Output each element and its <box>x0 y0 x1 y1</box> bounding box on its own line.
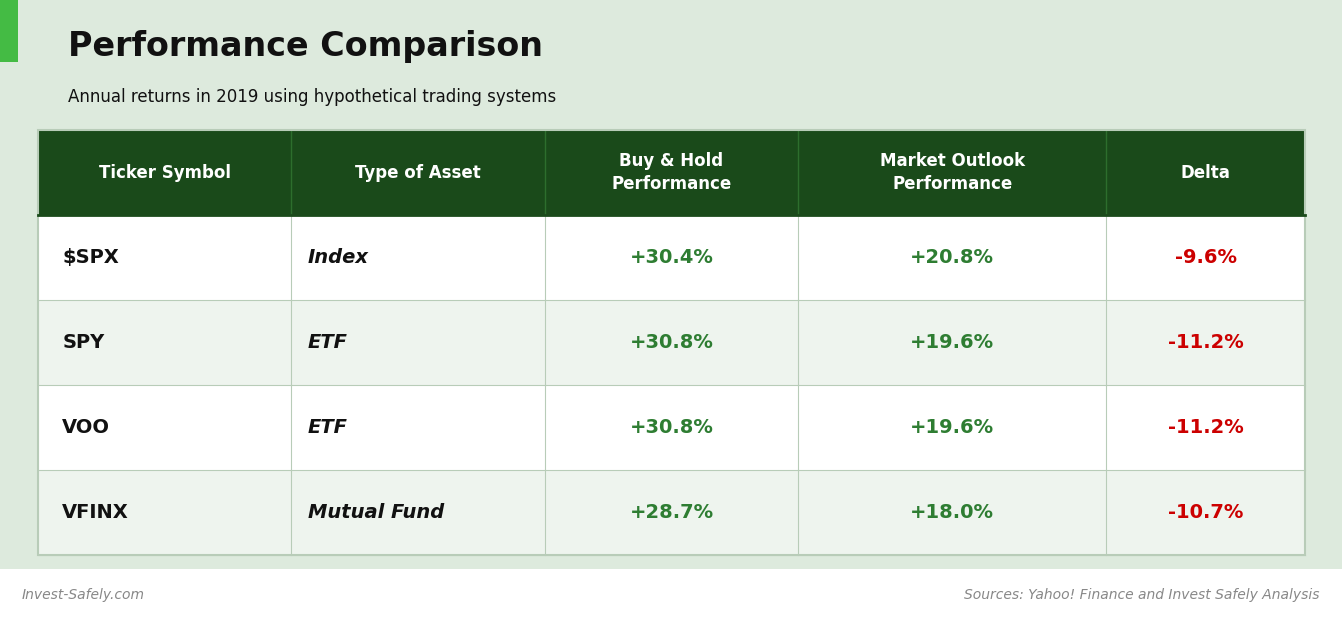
Text: +30.4%: +30.4% <box>629 248 714 267</box>
Text: Type of Asset: Type of Asset <box>356 163 480 181</box>
Bar <box>38 385 1304 470</box>
Bar <box>545 130 798 215</box>
Text: SPY: SPY <box>62 333 105 352</box>
Text: Market Outlook
Performance: Market Outlook Performance <box>880 152 1025 193</box>
Text: -9.6%: -9.6% <box>1174 248 1237 267</box>
Text: Ticker Symbol: Ticker Symbol <box>99 163 231 181</box>
Text: VOO: VOO <box>62 418 110 437</box>
Text: Performance Comparison: Performance Comparison <box>68 30 544 63</box>
Text: Annual returns in 2019 using hypothetical trading systems: Annual returns in 2019 using hypothetica… <box>68 88 556 106</box>
Text: +19.6%: +19.6% <box>910 333 994 352</box>
Text: +20.8%: +20.8% <box>910 248 994 267</box>
Text: -10.7%: -10.7% <box>1168 503 1244 522</box>
Bar <box>38 470 1304 555</box>
Bar <box>38 130 291 215</box>
Text: Mutual Fund: Mutual Fund <box>307 503 444 522</box>
Text: +28.7%: +28.7% <box>629 503 714 522</box>
Bar <box>798 130 1106 215</box>
Bar <box>38 215 1304 300</box>
Text: -11.2%: -11.2% <box>1168 418 1244 437</box>
Text: $SPX: $SPX <box>62 248 119 267</box>
Bar <box>1106 130 1304 215</box>
Text: +19.6%: +19.6% <box>910 418 994 437</box>
Text: +18.0%: +18.0% <box>910 503 994 522</box>
Text: Index: Index <box>307 248 369 267</box>
Text: VFINX: VFINX <box>62 503 129 522</box>
Text: +30.8%: +30.8% <box>629 333 714 352</box>
Bar <box>291 130 545 215</box>
Text: ETF: ETF <box>307 333 348 352</box>
Text: -11.2%: -11.2% <box>1168 333 1244 352</box>
Text: ETF: ETF <box>307 418 348 437</box>
Bar <box>38 300 1304 385</box>
Text: Delta: Delta <box>1181 163 1231 181</box>
Text: Invest-Safely.com: Invest-Safely.com <box>21 588 145 602</box>
Text: +30.8%: +30.8% <box>629 418 714 437</box>
Bar <box>38 130 1304 555</box>
Text: Sources: Yahoo! Finance and Invest Safely Analysis: Sources: Yahoo! Finance and Invest Safel… <box>965 588 1321 602</box>
Text: Buy & Hold
Performance: Buy & Hold Performance <box>612 152 731 193</box>
